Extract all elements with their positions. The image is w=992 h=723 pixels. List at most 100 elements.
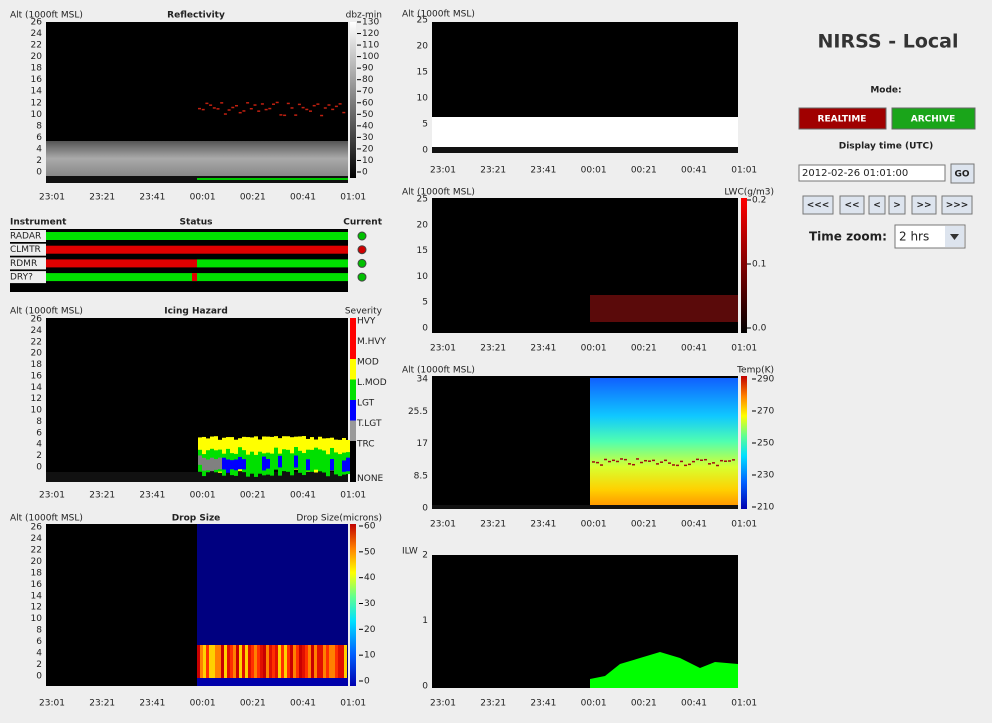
scale-tick-label: 120: [362, 29, 379, 39]
drop-cell: [266, 645, 269, 678]
nav-button[interactable]: [888, 195, 906, 215]
nav-button[interactable]: [941, 195, 973, 215]
nav-button[interactable]: [868, 195, 886, 215]
temp-speck: [660, 461, 663, 463]
echo-speck: [209, 104, 213, 106]
x-tick-label: 23:01: [39, 193, 65, 203]
nav-label[interactable]: >>>: [946, 201, 969, 211]
status-label-bg: [10, 257, 46, 270]
nav-button[interactable]: [839, 195, 865, 215]
zoom-value[interactable]: 2 hrs: [899, 230, 929, 244]
reflectivity-echo: [46, 141, 348, 176]
temp-speck: [604, 458, 607, 461]
temp-colorbar: [741, 376, 747, 509]
x-tick-label: 00:01: [581, 699, 607, 709]
x-tick-label: 00:01: [190, 193, 216, 203]
y-tick-label: 0: [36, 168, 42, 178]
icing-cell: [258, 451, 262, 474]
y-tick-label: 22: [31, 337, 42, 347]
status-lamp: [357, 258, 367, 268]
scale-tick-label: 80: [362, 75, 374, 85]
nav-button[interactable]: [911, 195, 937, 215]
x-tick-label: 00:41: [681, 520, 707, 530]
temp-speck: [692, 460, 695, 463]
icing-cell: [326, 454, 330, 477]
nav-label[interactable]: >>: [916, 201, 931, 211]
x-tick-label: 00:41: [290, 193, 316, 203]
x-tick-label: 00:41: [290, 491, 316, 501]
severity-label: NONE: [357, 474, 384, 484]
x-tick-label: 23:21: [480, 166, 506, 176]
y-tick-label: 18: [31, 360, 43, 370]
y-tick-label: 12: [31, 603, 42, 613]
archive-button[interactable]: [891, 107, 976, 130]
y-tick-label: 26: [31, 315, 43, 325]
drop-cell: [290, 645, 293, 678]
drop-cell: [230, 645, 233, 678]
nav-label[interactable]: <: [873, 201, 881, 211]
status-label-bg: [10, 271, 46, 284]
scale-label: LWC(g/m3): [724, 188, 774, 198]
x-tick-label: 23:01: [430, 699, 456, 709]
y-axis-label: Alt (1000ft MSL): [402, 366, 475, 376]
scale-tick-label: 30: [364, 599, 376, 609]
temp-speck: [680, 460, 683, 463]
scale-tick-label: 10: [364, 651, 376, 661]
time-value[interactable]: 2012-02-26 01:01:00: [802, 168, 908, 179]
drop-cell: [236, 645, 239, 678]
drop-cell: [215, 645, 218, 678]
nav-label[interactable]: >: [893, 201, 901, 211]
x-tick-label: 00:41: [681, 344, 707, 354]
temp-speck: [716, 464, 719, 467]
nav-button[interactable]: [802, 195, 834, 215]
go-button[interactable]: [950, 163, 975, 184]
x-tick-label: 00:41: [681, 166, 707, 176]
echo-speck: [316, 103, 320, 105]
echo-speck: [220, 102, 224, 104]
scale-tick-label: 0: [362, 168, 368, 178]
icing-cell: [338, 454, 342, 477]
scale-tick-label: 40: [364, 573, 376, 583]
x-tick-label: 00:01: [581, 344, 607, 354]
drop-cell: [242, 645, 245, 678]
icing-cell: [334, 452, 338, 475]
icing-cell: [310, 449, 314, 472]
drop-cell: [326, 645, 329, 678]
nav-label[interactable]: <<: [844, 201, 859, 211]
echo-speck: [253, 104, 257, 106]
nav-label[interactable]: <<<: [807, 201, 830, 211]
drop-cell: [224, 645, 227, 678]
instrument-name: RADAR: [10, 232, 41, 242]
icing-cell: [322, 450, 326, 473]
drop-cell: [248, 645, 251, 678]
x-tick-label: 23:41: [530, 166, 556, 176]
icing-cell: [274, 447, 278, 470]
y-axis-label: Alt (1000ft MSL): [402, 188, 475, 198]
realtime-label[interactable]: REALTIME: [818, 115, 867, 125]
scale-tick-label: 50: [364, 547, 376, 557]
scale-label: Severity: [345, 307, 383, 317]
y-tick-label: 15: [417, 68, 428, 78]
realtime-button[interactable]: [798, 107, 887, 130]
scale-tick-label: 50: [362, 110, 374, 120]
icing-cell: [234, 459, 238, 471]
time-input[interactable]: [798, 164, 946, 182]
y-axis-label: Alt (1000ft MSL): [10, 307, 83, 317]
archive-label[interactable]: ARCHIVE: [911, 115, 956, 125]
y-tick-label: 12: [31, 394, 42, 404]
status-bar: [46, 232, 348, 240]
icing-cell: [302, 436, 306, 470]
icing-cell: [290, 453, 294, 476]
temp-speck: [668, 462, 671, 464]
scale-tick-label: 210: [757, 503, 774, 513]
icing-cell: [318, 449, 322, 472]
echo-speck: [323, 107, 327, 109]
drop-cell: [314, 645, 317, 678]
drop-cell: [218, 645, 221, 678]
go-label[interactable]: GO: [954, 170, 969, 180]
scale-label: dbz-min: [346, 11, 382, 21]
status-header: Current: [343, 218, 382, 228]
panel-title: Icing Hazard: [164, 307, 228, 317]
temp-speck: [676, 464, 679, 467]
